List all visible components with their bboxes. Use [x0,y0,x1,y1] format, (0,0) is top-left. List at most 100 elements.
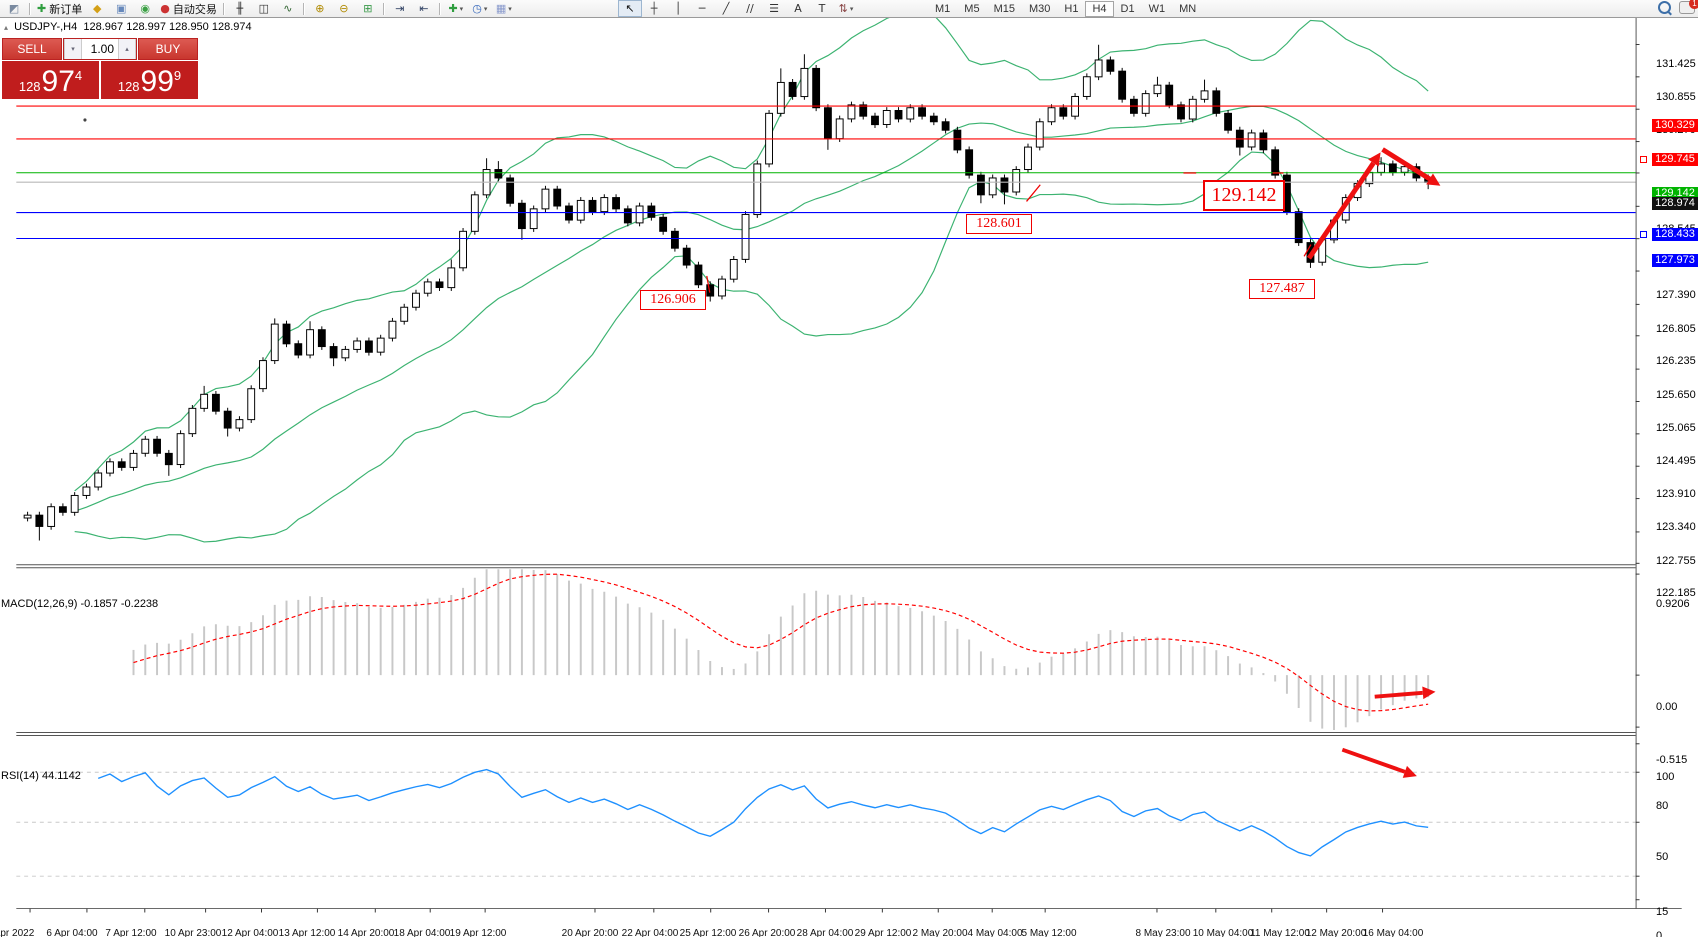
timeframe-h1[interactable]: H1 [1064,2,1079,15]
volume-input[interactable] [82,39,118,59]
indicators-button[interactable]: ✚ ▾ [444,0,468,17]
macd-axis-label: 0.00 [1656,701,1678,713]
timeframe-d1[interactable]: D1 [1120,2,1135,15]
timeframe-w1[interactable]: W1 [1148,2,1166,15]
buy-price[interactable]: 128 99 9 [101,61,198,99]
price-level-badge: 128.433 [1652,227,1698,241]
metaeditor-icon-glyph: ▣ [116,2,127,15]
line-chart-button[interactable]: ∿ [276,0,300,17]
crosshair-button[interactable]: ┼ [642,0,666,17]
horizontal-line-button[interactable]: ─ [690,0,714,17]
chart-window-icon-glyph: ◩ [8,2,20,15]
line-handle[interactable] [1640,231,1647,239]
tile-windows-button[interactable]: ⊞ [356,0,380,17]
chart-shift-button[interactable]: ⇤ [412,0,436,17]
zoom-in-glyph: ⊕ [315,2,325,15]
autotrading-button[interactable]: ● 自动交易 [157,0,220,17]
periods-button[interactable]: ◷ ▾ [468,0,492,17]
price-level-badge: 129.745 [1652,152,1698,166]
chart-canvas[interactable] [0,18,1698,937]
chat-icon[interactable]: 1 [1679,0,1698,14]
dropdown-caret-icon[interactable]: ▾ [849,4,854,13]
new-order-button[interactable]: ✚ 新订单 [34,0,85,17]
profiles-icon[interactable]: ◆ [85,0,109,17]
rsi-axis-label: 100 [1656,771,1675,783]
timeframe-m30[interactable]: M30 [1028,2,1051,15]
shapes-button[interactable]: ⇅ ▾ [834,0,858,17]
buy-button[interactable]: BUY [138,38,198,60]
vertical-line-glyph: │ [674,2,682,15]
indicators-glyph: ✚ [448,2,458,15]
trendline-button[interactable]: ╱ [714,0,738,17]
time-axis-label: 6 Apr 04:00 [46,928,98,937]
time-axis-label: 8 May 23:00 [1135,928,1191,937]
toolbar-separator [29,2,31,15]
metaeditor-icon[interactable]: ▣ [109,0,133,17]
timeframe-group: M1 M5 M15 M30 H1 H4 D1 W1 MN [928,0,1203,17]
price-axis-label: 127.390 [1656,289,1696,301]
toolbar-separator [382,2,385,15]
rsi-axis-label: 80 [1656,800,1669,812]
time-axis-label: 22 Apr 04:00 [621,928,679,937]
price-annotation-label[interactable]: 126.906 [640,290,706,310]
dropdown-caret-icon[interactable]: ▾ [483,4,488,13]
price-annotation-label[interactable]: 129.142 [1203,180,1285,211]
bar-chart-glyph: ╫ [236,2,244,15]
toolbar-separator [438,2,441,15]
volume-up-icon[interactable]: ▴ [118,39,136,59]
price-level-badge: 127.973 [1652,254,1698,268]
time-axis-label: 11 May 12:00 [1250,928,1310,937]
signals-icon[interactable]: ◉ [133,0,157,17]
volume-down-icon[interactable]: ▾ [64,39,82,59]
channel-button[interactable]: ∕∕ [738,0,762,17]
auto-scroll-glyph: ⇥ [395,2,405,15]
vertical-line-button[interactable]: │ [666,0,690,17]
auto-scroll-button[interactable]: ⇥ [388,0,412,17]
cursor-button[interactable]: ↖ [618,0,642,17]
toolbar-left-group: ◩ ✚ 新订单 ◆ ▣ ◉ ● 自动交易 ╫ ◫ ∿ ⊕ ⊖ ⊞ ⇥ ⇤ ✚ ▾ ◷ ▾ ▦ ▾ [2,0,516,17]
trendline-glyph: ╱ [722,2,730,15]
text-button[interactable]: A [786,0,810,17]
time-axis-label: 29 Apr 12:00 [854,928,912,937]
chart-window-icon[interactable]: ◩ [2,0,26,17]
toolbar-draw-group: ↖ ┼ │ ─ ╱ ∕∕ ☰ A T ⇅ ▾ [618,0,858,17]
timeframe-m1[interactable]: M1 [935,2,951,15]
time-axis-label: 13 Apr 12:00 [278,928,336,937]
candlestick-chart-button[interactable]: ◫ [252,0,276,17]
rsi-axis-label: 15 [1656,906,1669,918]
autotrading-glyph: ● [160,2,170,15]
text-label-glyph: T [818,2,826,15]
time-axis-label: 14 Apr 20:00 [337,928,395,937]
dropdown-caret-icon[interactable]: ▾ [459,4,464,13]
sell-button[interactable]: SELL [2,38,62,60]
timeframe-m15[interactable]: M15 [993,2,1015,15]
fibonacci-button[interactable]: ☰ [762,0,786,17]
price-level-badge: 130.329 [1652,119,1698,133]
toolbar-separator [302,2,305,15]
bar-chart-button[interactable]: ╫ [228,0,252,17]
macd-axis-label: 0.9206 [1656,598,1690,610]
toolbar-right-group: 1 [1658,0,1698,14]
search-icon[interactable] [1658,1,1671,14]
price-annotation-label[interactable]: 127.487 [1249,279,1315,299]
fibonacci-glyph: ☰ [769,2,779,15]
profiles-icon-glyph: ◆ [92,2,102,15]
timeframe-mn[interactable]: MN [1179,2,1197,15]
time-axis-label: 26 Apr 20:00 [738,928,796,937]
dropdown-caret-icon[interactable]: ▾ [508,4,512,13]
time-axis-label: 16 May 04:00 [1362,928,1424,937]
timeframe-h4[interactable]: H4 [1085,0,1114,17]
buy-price-pip: 9 [173,68,182,83]
chart-window[interactable]: ▴ USDJPY-,H4 128.967 128.997 128.950 128… [0,18,1698,937]
zoom-out-button[interactable]: ⊖ [332,0,356,17]
ohlc-high: 128.997 [126,21,166,33]
timeframe-m5[interactable]: M5 [964,2,980,15]
line-handle[interactable] [1640,156,1647,164]
zoom-in-button[interactable]: ⊕ [308,0,332,17]
templates-button[interactable]: ▦ ▾ [492,0,516,17]
text-label-button[interactable]: T [810,0,834,17]
price-annotation-label[interactable]: 128.601 [966,214,1032,234]
time-axis-label: 2 May 20:00 [912,928,968,937]
sell-price[interactable]: 128 97 4 [2,61,99,99]
macd-label: MACD(12,26,9) -0.1857 -0.2238 [1,598,159,610]
